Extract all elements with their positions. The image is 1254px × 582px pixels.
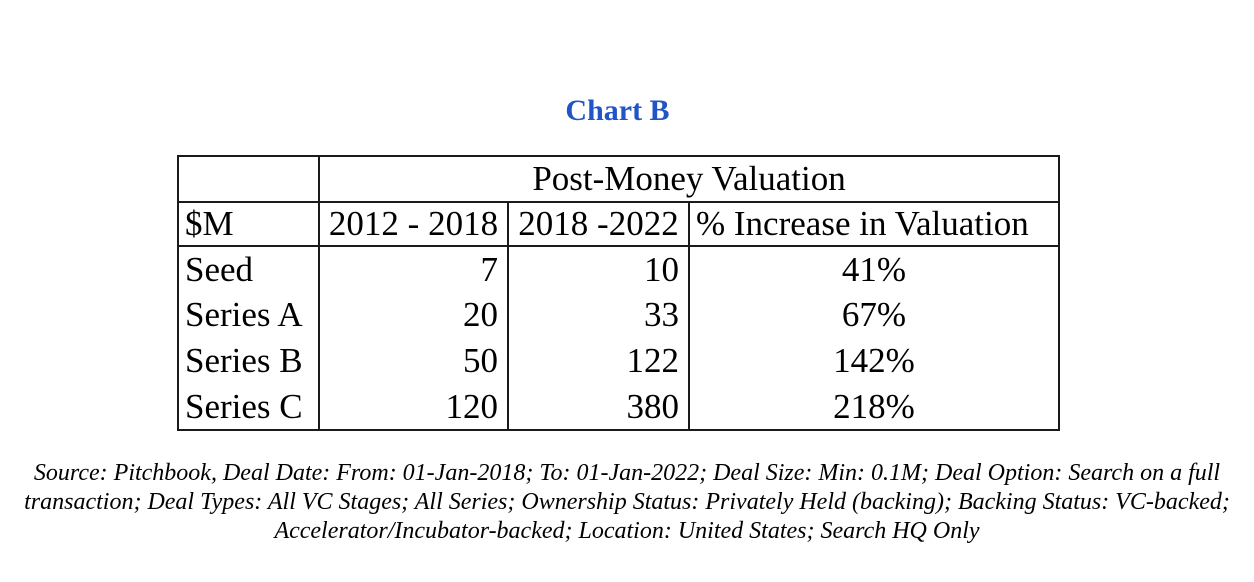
column-header-unit: $M [178, 202, 319, 247]
pct-increase-cell: 142% [687, 338, 1060, 384]
value-2012-2018-cell: 7 [318, 246, 508, 292]
post-money-valuation-table: Post-Money Valuation $M 2012 - 2018 2018… [177, 155, 1061, 431]
source-note-line-3: Accelerator/Incubator-backed; Location: … [274, 518, 980, 544]
value-2012-2018-cell: 20 [318, 292, 508, 338]
table-row-series-b: Series B 50 122 142% [178, 338, 1060, 384]
pct-increase-cell: 41% [687, 246, 1060, 292]
group-header-row: Post-Money Valuation [178, 156, 1060, 203]
column-header-period-2012-2018: 2012 - 2018 [318, 202, 508, 247]
value-2018-2022-cell: 10 [507, 246, 689, 292]
row-label-cell: Series C [185, 386, 303, 426]
row-label-cell: Series A [185, 295, 303, 335]
table-row-series-c: Series C 120 380 218% [178, 384, 1060, 430]
value-2018-2022-cell: 33 [507, 292, 689, 338]
group-header-cell: Post-Money Valuation [317, 156, 1060, 203]
table-row-series-a: Series A 20 33 67% [178, 292, 1060, 338]
row-label-cell: Series B [185, 341, 303, 381]
value-2012-2018-cell: 120 [318, 384, 508, 430]
value-2018-2022-cell: 122 [507, 338, 689, 384]
pct-increase-cell: 67% [687, 292, 1060, 338]
source-note-line-1: Source: Pitchbook, Deal Date: From: 01-J… [33, 460, 1221, 486]
source-note-line-2: transaction; Deal Types: All VC Stages; … [24, 489, 1230, 515]
value-2012-2018-cell: 50 [318, 338, 508, 384]
pct-increase-cell: 218% [687, 384, 1060, 430]
figure-content: Chart B Post-Money Valuation $M 2012 - 2… [177, 94, 1061, 431]
column-header-row: $M 2012 - 2018 2018 -2022 % Increase in … [178, 202, 1060, 247]
column-header-pct-increase: % Increase in Valuation [687, 202, 1060, 247]
row-label-cell: Seed [185, 249, 254, 289]
chart-title: Chart B [565, 94, 670, 127]
value-2018-2022-cell: 380 [507, 384, 689, 430]
table-row-seed: Seed 7 10 41% [178, 246, 1060, 292]
column-header-period-2018-2022: 2018 -2022 [507, 202, 689, 247]
source-note: Source: Pitchbook, Deal Date: From: 01-J… [0, 459, 1254, 546]
corner-empty-cell [178, 156, 319, 203]
